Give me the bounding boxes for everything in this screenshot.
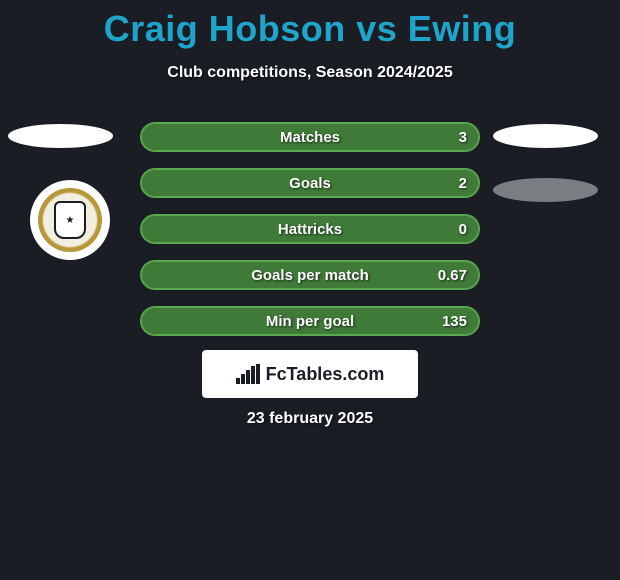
player-right-pill-1: [493, 124, 598, 148]
stat-value: 0.67: [438, 267, 467, 284]
stat-bar-hattricks: Hattricks 0: [140, 214, 480, 244]
stat-value: 135: [442, 313, 467, 330]
stat-label: Hattricks: [278, 221, 342, 238]
subtitle: Club competitions, Season 2024/2025: [0, 64, 620, 82]
stat-bar-min-per-goal: Min per goal 135: [140, 306, 480, 336]
stat-value: 3: [459, 129, 467, 146]
brand-icon: [236, 364, 260, 384]
page-title: Craig Hobson vs Ewing: [0, 0, 620, 50]
stat-bar-goals-per-match: Goals per match 0.67: [140, 260, 480, 290]
stat-bar-matches: Matches 3: [140, 122, 480, 152]
stat-label: Goals: [289, 175, 331, 192]
stat-value: 2: [459, 175, 467, 192]
date-text: 23 february 2025: [0, 410, 620, 428]
stat-label: Goals per match: [251, 267, 369, 284]
player-left-pill: [8, 124, 113, 148]
player-right-pill-2: [493, 178, 598, 202]
club-crest: ★: [30, 180, 110, 260]
stat-label: Min per goal: [266, 313, 354, 330]
crest-shield: ★: [54, 201, 86, 239]
brand-text: FcTables.com: [266, 364, 385, 385]
brand-box: FcTables.com: [202, 350, 418, 398]
stat-value: 0: [459, 221, 467, 238]
crest-ring: ★: [38, 188, 102, 252]
stat-bar-goals: Goals 2: [140, 168, 480, 198]
stat-bars: Matches 3 Goals 2 Hattricks 0 Goals per …: [140, 122, 480, 352]
stat-label: Matches: [280, 129, 340, 146]
